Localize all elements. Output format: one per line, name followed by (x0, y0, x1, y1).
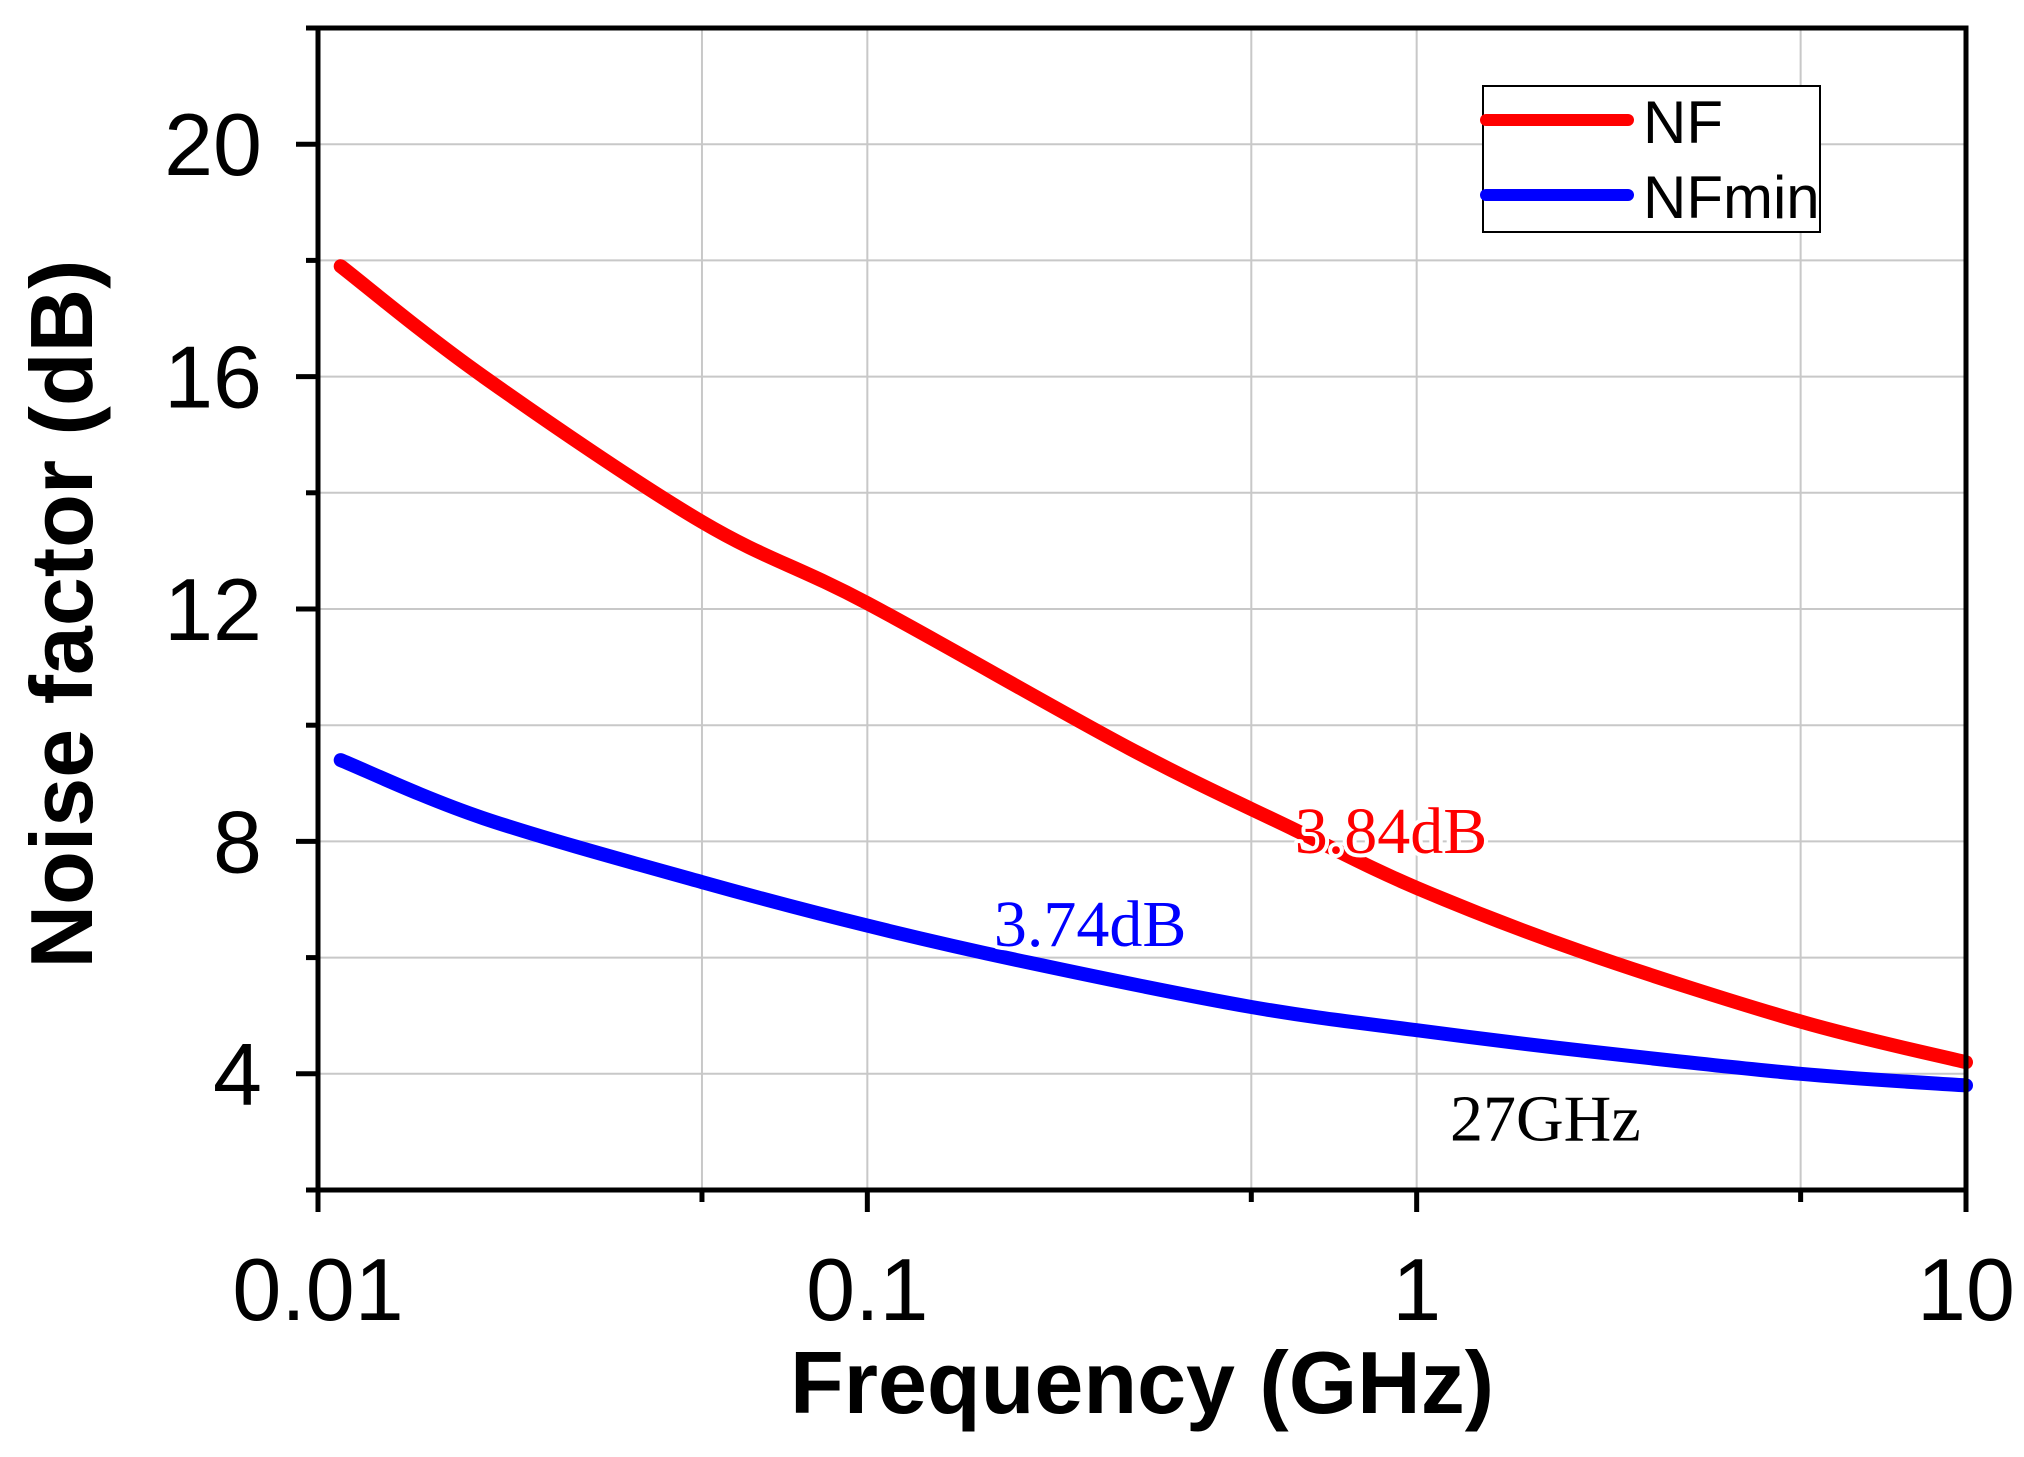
annotation-label: 3.74dB (994, 888, 1187, 961)
x-tick-label: 0.01 (232, 1240, 403, 1339)
series-line-nfmin (333, 753, 1973, 1093)
y-axis-label: Noise factor (dB) (12, 260, 111, 969)
y-tick-label: 16 (164, 328, 262, 427)
y-tick-label: 12 (164, 560, 262, 659)
legend-box (1482, 85, 1821, 233)
annotations: 3.84dB 3.74dB 27GHz (990, 791, 1645, 1160)
x-axis-label: Frequency (GHz) (790, 1333, 1494, 1432)
y-tick-label: 20 (164, 95, 262, 194)
legend-label-nf: NF (1643, 89, 1723, 156)
annotation-label: 3.84dB (1295, 795, 1488, 868)
series-line-nf (333, 259, 1973, 1070)
x-tick-label: 1 (1392, 1240, 1441, 1339)
y-tick-label: 4 (213, 1025, 262, 1124)
y-tick-label: 8 (213, 792, 262, 891)
x-tick-label: 0.1 (806, 1240, 928, 1339)
axes: 0.01 0.1 1 10 4 8 12 16 20 (164, 25, 2015, 1339)
legend-label-nfmin: NFmin (1643, 164, 1820, 231)
legend: NF NFmin (1480, 85, 1821, 233)
annotation-label: 27GHz (1450, 1083, 1641, 1156)
series-layer (333, 259, 1973, 1093)
x-tick-label: 10 (1917, 1240, 2015, 1339)
